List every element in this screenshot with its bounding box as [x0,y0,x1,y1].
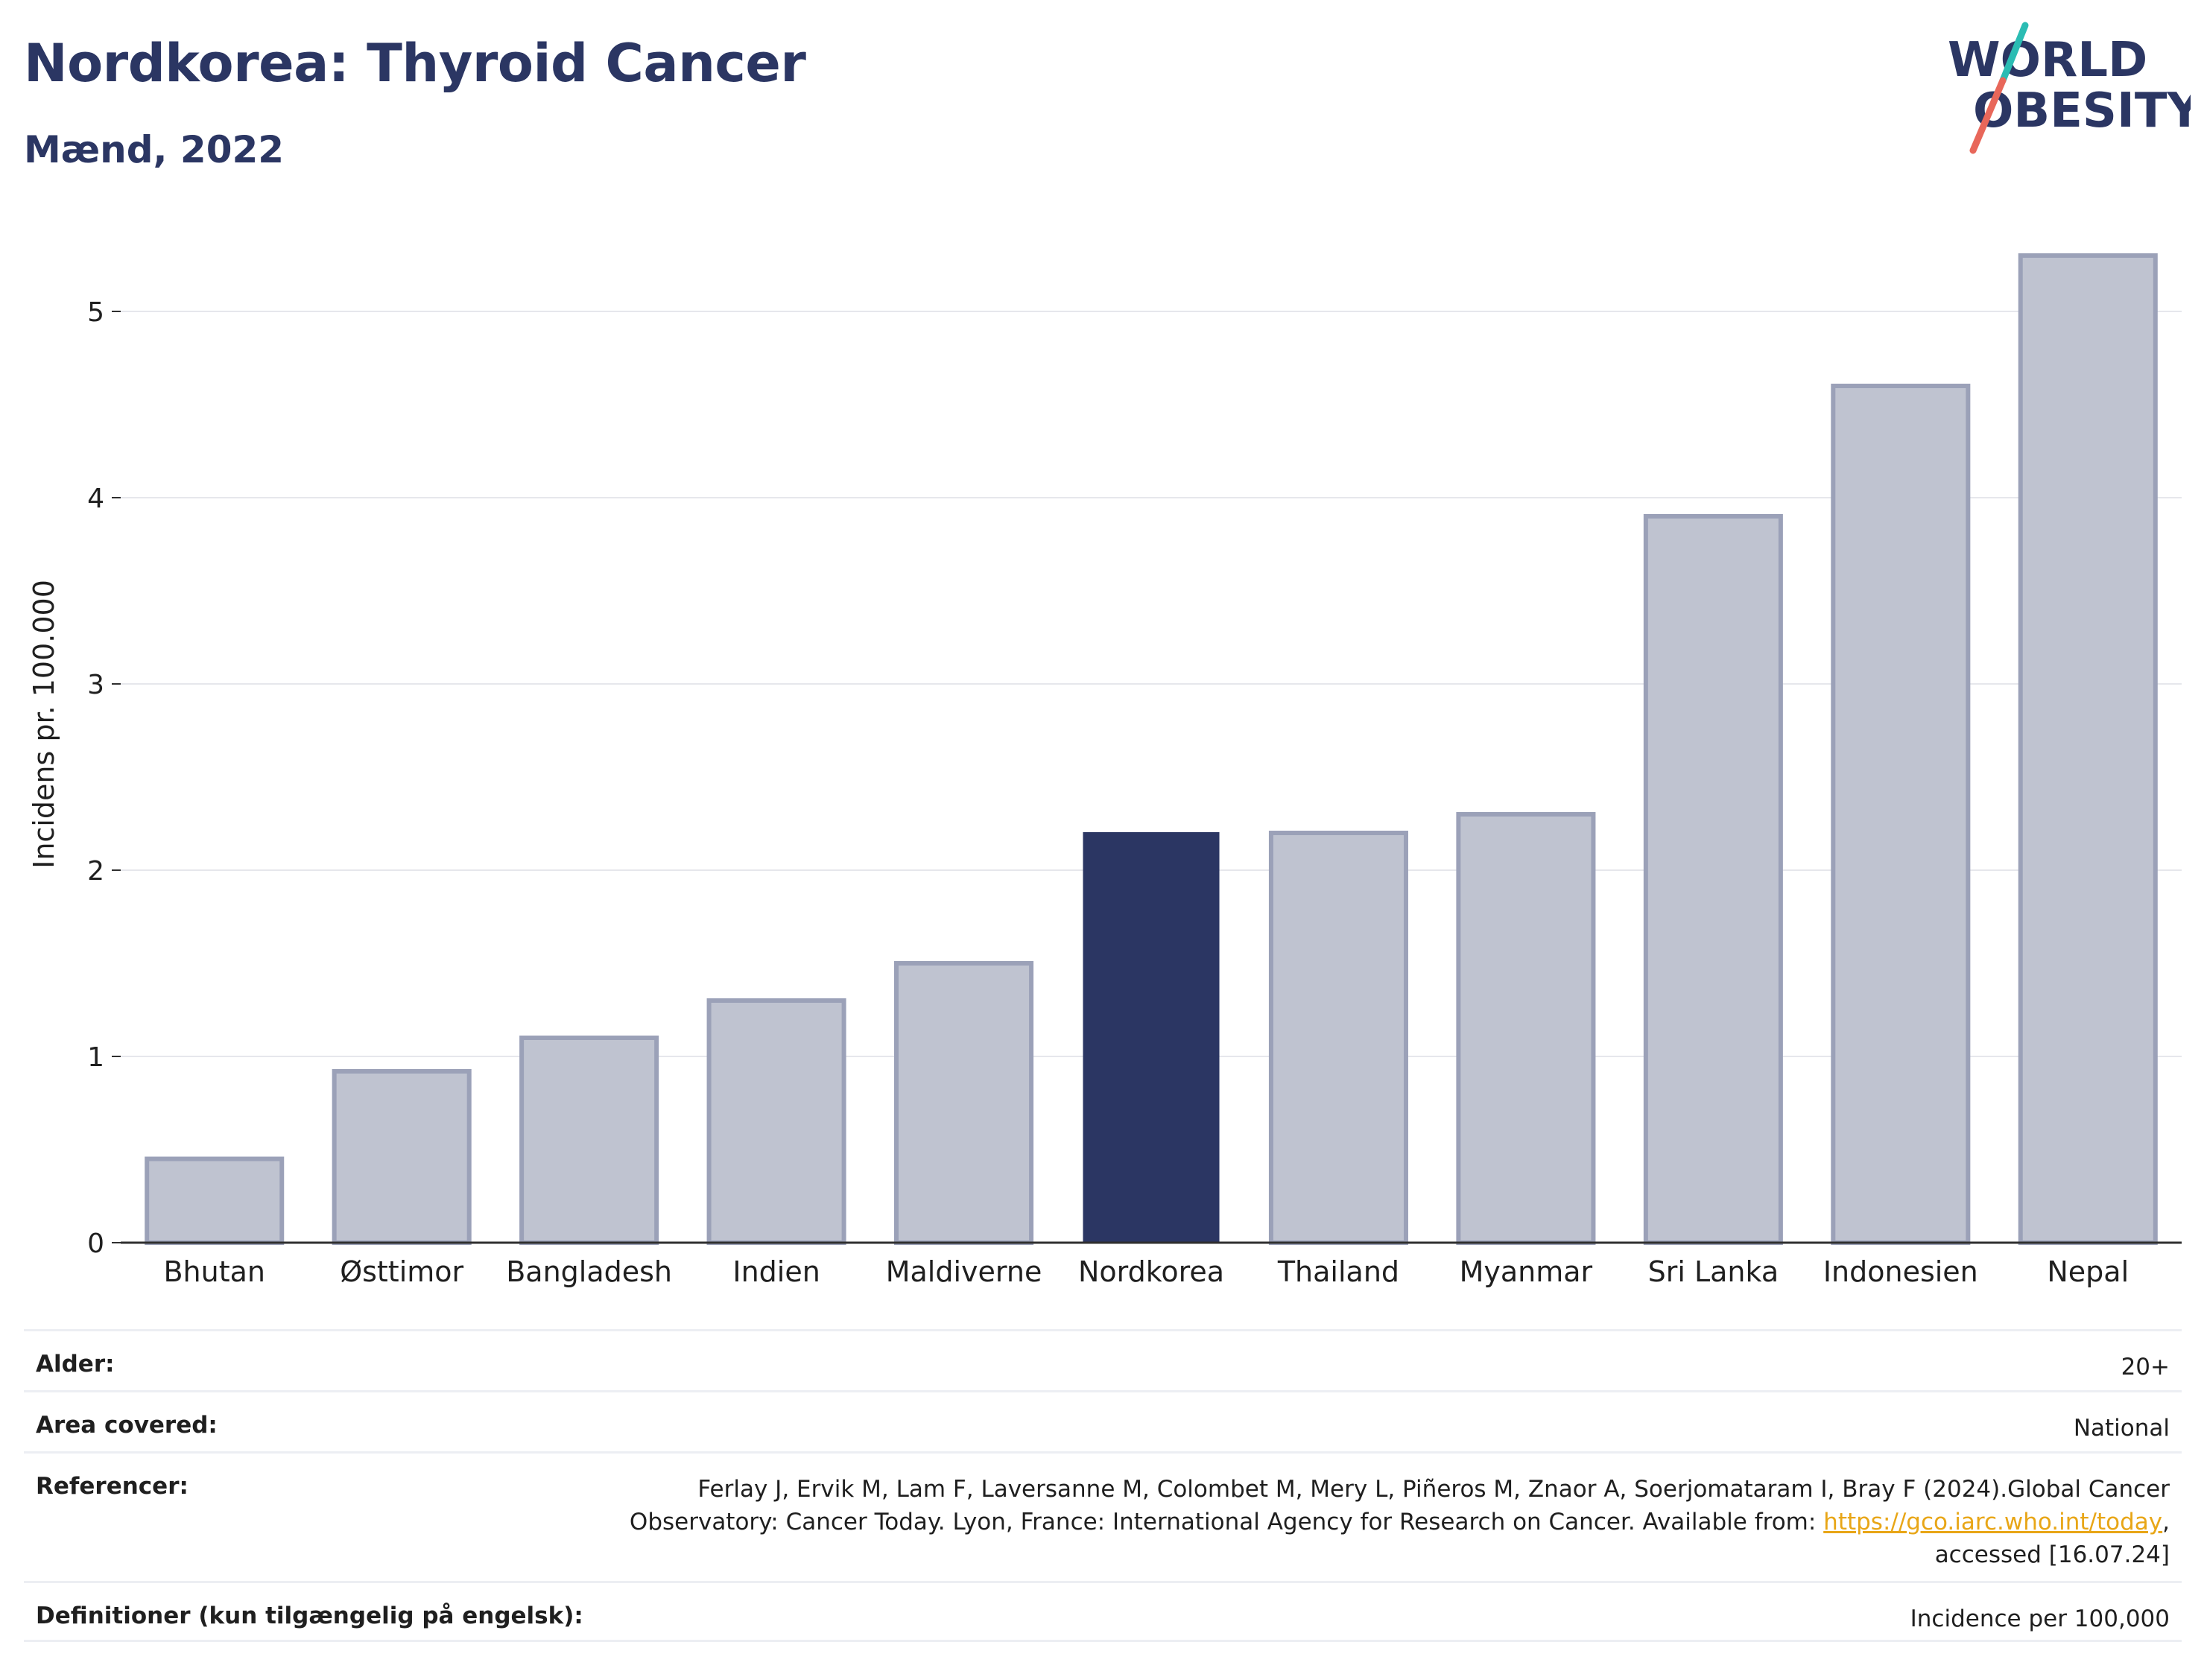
x-tick-label: Sri Lanka [1648,1255,1779,1288]
x-tick-label: Maldiverne [886,1255,1042,1288]
x-tick-label: Thailand [1277,1255,1399,1288]
axis-layer: Bhutan Østtimor Bangladesh Indien Maldiverne… [121,1241,2182,1288]
logo-slash-top [1999,22,2029,84]
y-tick-label: 5 [87,297,104,328]
references-text-2: , accessed [16.07.24] [1934,1509,2170,1568]
meta-row-references: Referencer: Ferlay J, Ervik M, Lam F, La… [24,1451,2182,1581]
y-tick-label: 2 [87,856,104,887]
bar-bangladesh [519,1036,659,1245]
bar-chart: 0 1 2 3 4 5 Bhutan Østtimor Bangladesh Indien Mal… [28,253,2182,1288]
meta-row-area: Area covered: National [24,1390,2182,1451]
world-obesity-logo: WORLD OBESITY [1948,22,2191,154]
page-subtitle: Mænd, 2022 [24,128,285,171]
bar-sri-lanka [1643,514,1783,1245]
y-tick-label: 1 [87,1042,104,1073]
bar-layer [145,253,2158,1245]
age-label: Alder: [36,1351,115,1378]
bar-maldiverne [894,961,1034,1245]
y-axis-label: Incidens pr. 100.000 [28,580,60,869]
references-text-1: Ferlay J, Ervik M, Lam F, Laversanne M, … [629,1476,2170,1535]
x-tick-label: Bangladesh [506,1255,672,1288]
references-value: Ferlay J, Ervik M, Lam F, Laversanne M, … [620,1473,2170,1571]
y-tick-label: 4 [87,484,104,514]
bar-bhutan [145,1156,285,1245]
bar-nordkorea [1083,832,1220,1243]
metadata-table: Alder: 20+ Area covered: National Refere… [24,1329,2182,1642]
x-tick-label: Bhutan [163,1255,265,1288]
x-tick-label: Myanmar [1460,1255,1593,1288]
area-label: Area covered: [36,1412,218,1439]
meta-row-age: Alder: 20+ [24,1329,2182,1390]
references-label: Referencer: [36,1473,189,1500]
x-tick-label: Østtimor [340,1255,463,1288]
age-value: 20+ [2121,1354,2170,1381]
bar-myanmar [1456,812,1596,1245]
references-link[interactable]: https://gco.iarc.who.int/today [1823,1509,2163,1535]
bar-indien [706,998,846,1245]
logo-slash-bottom [1969,77,2007,154]
logo-line-obesity: OBESITY [1973,83,2191,139]
bar-thailand [1268,831,1408,1245]
bar-østtimor [332,1069,472,1245]
y-tick-label: 0 [87,1229,104,1259]
logo-line-world: WORLD [1948,33,2147,88]
x-tick-label: Nepal [2047,1255,2129,1288]
area-value: National [2073,1415,2170,1442]
x-tick-label: Nordkorea [1078,1255,1224,1288]
y-tick-label: 3 [87,670,104,700]
bar-nepal [2018,253,2158,1245]
definitions-value: Incidence per 100,000 [1910,1605,2170,1632]
x-tick-label: Indonesien [1823,1255,1978,1288]
definitions-label: Definitioner (kun tilgængelig på engelsk… [36,1603,583,1629]
bar-indonesien [1831,384,1971,1245]
meta-row-definitions: Definitioner (kun tilgængelig på engelsk… [24,1581,2182,1642]
x-tick-label: Indien [732,1255,820,1288]
page-title: Nordkorea: Thyroid Cancer [24,33,806,94]
